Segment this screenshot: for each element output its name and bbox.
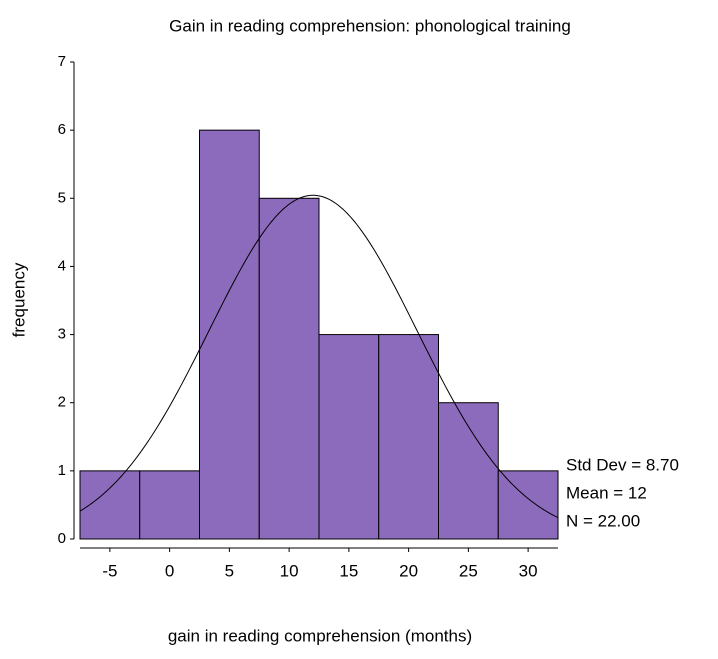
- bar: [438, 402, 499, 540]
- x-tick-label: 10: [280, 561, 299, 580]
- y-tick-label: 0: [58, 530, 66, 547]
- chart-title: Gain in reading comprehension: phonologi…: [169, 16, 571, 35]
- normal-curve: [79, 194, 559, 519]
- x-tick-label: 30: [519, 561, 538, 580]
- bar: [378, 334, 439, 540]
- y-tick-label: 3: [58, 326, 66, 343]
- x-tick-label: 15: [339, 561, 358, 580]
- bar: [258, 197, 320, 540]
- bar: [497, 470, 559, 540]
- x-tick-label: 25: [459, 561, 478, 580]
- y-tick-label: 4: [58, 257, 66, 274]
- y-axis-label: frequency: [9, 262, 28, 337]
- y-tick-label: 1: [58, 462, 66, 479]
- stat-label: N = 22.00: [566, 511, 640, 530]
- y-tick-label: 7: [58, 53, 66, 70]
- x-tick-label: 20: [399, 561, 418, 580]
- y-tick-label: 5: [58, 189, 66, 206]
- bar: [139, 470, 200, 540]
- x-tick-label: 5: [225, 561, 234, 580]
- x-tick-label: 0: [165, 561, 174, 580]
- bar: [318, 334, 380, 540]
- stat-label: Std Dev = 8.70: [566, 455, 679, 474]
- x-tick-label: -5: [102, 561, 117, 580]
- bar: [79, 470, 141, 540]
- x-axis-label: gain in reading comprehension (months): [168, 626, 472, 645]
- y-tick-label: 2: [58, 394, 66, 411]
- y-tick-label: 6: [58, 121, 66, 138]
- bar: [199, 129, 260, 540]
- stat-label: Mean = 12: [566, 483, 647, 502]
